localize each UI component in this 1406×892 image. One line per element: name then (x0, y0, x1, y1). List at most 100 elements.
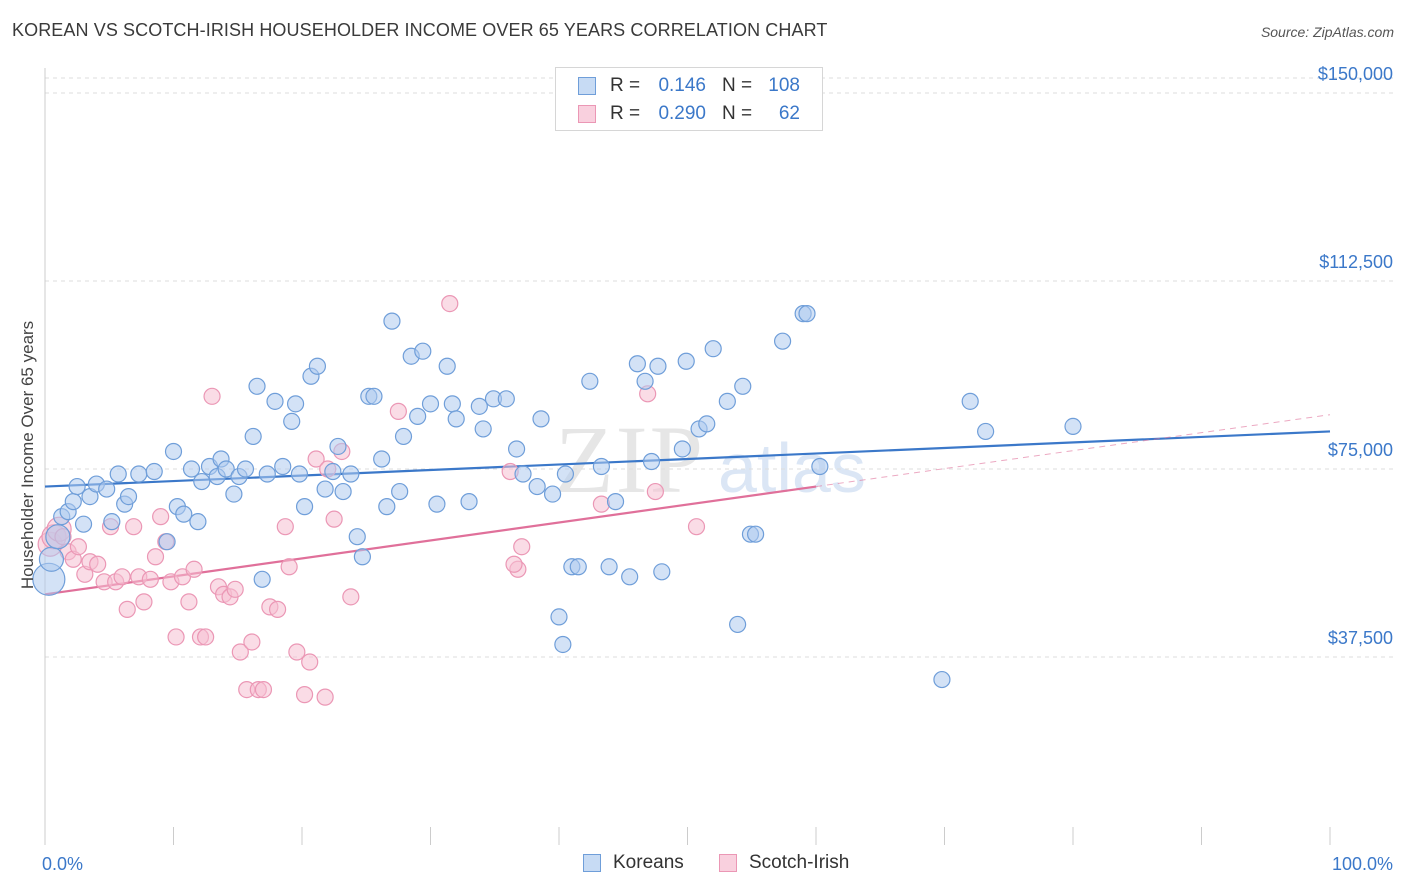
korean-point (130, 465, 148, 483)
scotch-irish-point (226, 580, 244, 598)
korean-point (158, 533, 176, 551)
korean-point (628, 355, 646, 373)
korean-point (182, 460, 201, 478)
y-tick-label: $75,000 (1328, 440, 1393, 460)
korean-point (68, 477, 86, 496)
korean-point (933, 670, 951, 689)
legend-label-koreans: Koreans (613, 852, 684, 873)
r-label: R = (610, 103, 641, 124)
axes (44, 68, 1331, 845)
stats-legend: R = 0.146 N = 108 R = 0.290 N = 62 (555, 67, 823, 131)
x-tick-label-start: 0.0% (42, 854, 83, 874)
korean-point (290, 465, 309, 483)
scotch-irish-point (146, 548, 165, 566)
korean-point (109, 465, 127, 483)
korean-point (119, 487, 138, 506)
korean-point (977, 422, 995, 441)
korean-point (474, 420, 492, 438)
watermark: ZIP atlas (555, 406, 866, 513)
korean-point (236, 460, 255, 478)
korean-point (556, 465, 575, 483)
korean-point (217, 460, 235, 478)
scotch-irish-point (268, 600, 287, 618)
koreans-swatch (578, 77, 596, 95)
korean-point (600, 558, 618, 576)
korean-point (334, 482, 352, 501)
korean-point (718, 392, 736, 410)
korean-point (283, 412, 301, 430)
scotch-irish-point (307, 450, 325, 468)
n-value: 108 (768, 75, 800, 96)
scotch-irish-point (185, 560, 203, 578)
korean-point (550, 608, 568, 626)
korean-point (266, 392, 284, 410)
scotch-irish-point (152, 508, 170, 526)
scotch-irish-point (316, 688, 334, 706)
korean-point (324, 462, 342, 481)
scotch-irish-point (295, 686, 314, 704)
korean-point (383, 312, 401, 330)
korean-point (514, 465, 532, 483)
y-tick-label: $112,500 (1319, 252, 1393, 272)
scotch-irish-swatch (578, 105, 596, 123)
korean-point (729, 615, 747, 634)
korean-point (38, 546, 65, 572)
korean-point (528, 477, 546, 496)
korean-point (348, 528, 366, 546)
scotch-irish-point (505, 555, 523, 573)
korean-point (677, 352, 695, 370)
korean-point (308, 357, 327, 375)
scotch-irish-point (69, 538, 88, 556)
korean-point (649, 357, 667, 375)
r-value: 0.146 (658, 75, 706, 96)
korean-point (409, 407, 427, 425)
x-tick-label-end: 100.0% (1332, 854, 1393, 874)
korean-point (244, 427, 262, 446)
korean-point (365, 387, 383, 405)
korean-point (438, 357, 456, 375)
scotch-irish-point (301, 653, 319, 671)
scotch-irish-point (254, 680, 273, 699)
korean-point (554, 635, 572, 654)
korean-point (193, 472, 211, 491)
koreans-swatch (583, 854, 601, 872)
korean-point (606, 493, 625, 511)
axis-labels: Householder Income Over 65 years $37,500… (18, 64, 1393, 874)
r-value: 0.290 (658, 103, 706, 124)
scotch-irish-point (180, 593, 198, 611)
korean-point (74, 515, 93, 533)
y-tick-label: $37,500 (1328, 628, 1393, 648)
korean-point (507, 440, 526, 458)
scotch-irish-points (37, 294, 706, 706)
koreans-trendline (44, 430, 1331, 488)
korean-point (378, 498, 396, 516)
scotch-irish-swatch (719, 854, 737, 872)
n-label: N = (722, 75, 753, 96)
korean-point (248, 377, 266, 395)
scotch-irish-point (276, 518, 294, 536)
scotch-irish-point (325, 510, 343, 528)
legend-item-scotch-irish[interactable]: Scotch-Irish (719, 852, 849, 874)
r-label: R = (610, 75, 641, 96)
legend-item-koreans[interactable]: Koreans (583, 852, 684, 874)
korean-point (189, 513, 207, 531)
korean-point (798, 305, 816, 323)
korean-point (295, 498, 314, 516)
korean-point (592, 457, 611, 476)
korean-point (103, 513, 121, 531)
n-label: N = (722, 103, 753, 124)
scotch-irish-point (89, 555, 107, 573)
korean-point (698, 415, 716, 433)
korean-point (253, 570, 271, 588)
korean-point (747, 525, 765, 543)
scotch-irish-point (113, 568, 131, 586)
korean-point (64, 493, 82, 511)
korean-point (569, 558, 587, 576)
scotch-irish-trendline-extension (815, 414, 1331, 488)
scotch-irish-point (592, 495, 611, 513)
korean-point (145, 462, 163, 481)
scotch-irish-point (118, 600, 136, 618)
scotch-irish-point (167, 628, 185, 646)
korean-point (373, 450, 391, 468)
